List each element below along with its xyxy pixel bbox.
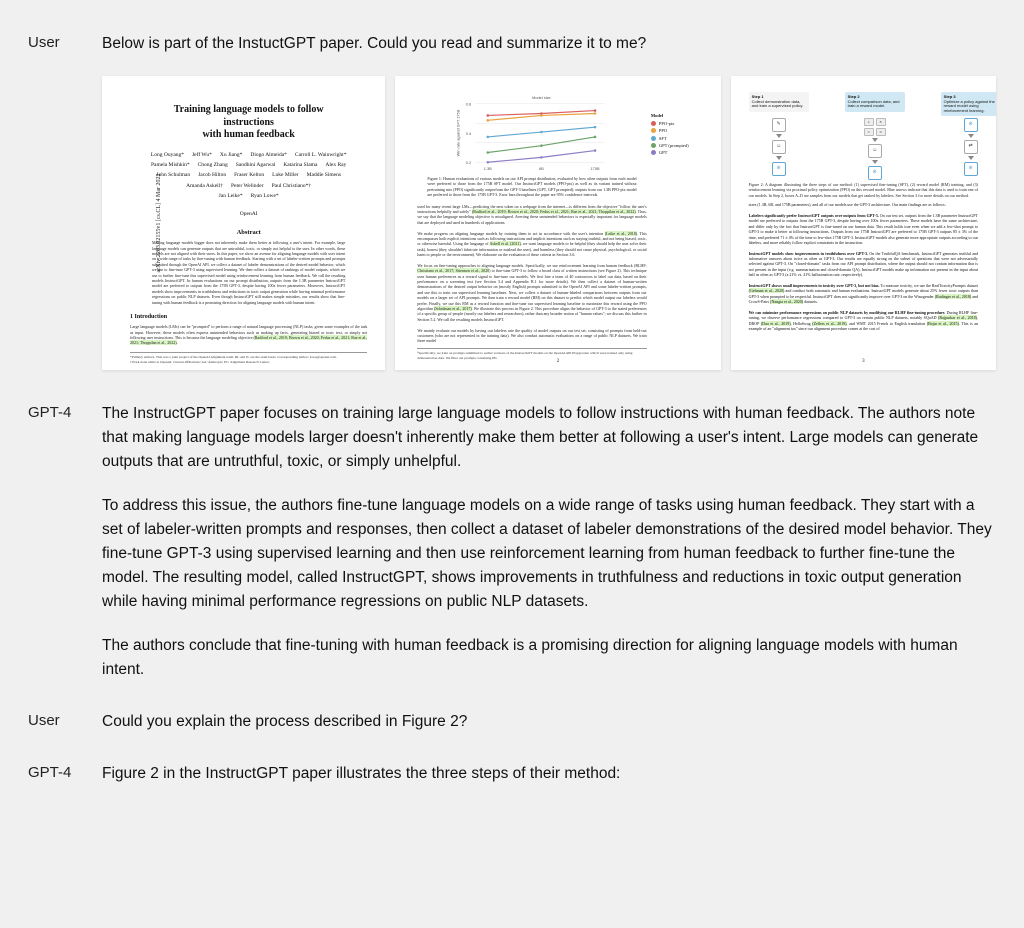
paper-authors: Long Ouyang*Jeff Wu*Xu Jiang*Diogo Almei… — [136, 150, 361, 202]
step-1-body: ✎ ☺ ⊛ — [749, 116, 809, 178]
sample-c-icon: C — [864, 128, 874, 136]
speaker-label-assistant: GPT-4 — [28, 762, 102, 781]
speaker-label-assistant: GPT-4 — [28, 402, 102, 421]
arxiv-tag: arXiv:2203.02155v1 [cs.CL] 4 Mar 2022 — [155, 174, 164, 273]
user-message: Could you explain the process described … — [102, 710, 996, 734]
step-3-head: Step 3Optimize a policy against the rewa… — [941, 92, 996, 116]
arrow-down-icon — [968, 156, 974, 160]
paper-page-2[interactable]: 0.6 0.4 0.2 1.3B 6B 175B Model size Win … — [395, 76, 720, 370]
svg-text:175B: 175B — [591, 166, 600, 171]
arrow-down-icon — [968, 134, 974, 138]
speaker-label-user: User — [28, 710, 102, 729]
sft-model-icon: ⊛ — [772, 162, 786, 176]
arrow-down-icon — [872, 138, 878, 142]
rm-model-icon: ⊛ — [868, 166, 882, 180]
sample-a-icon: A — [864, 118, 874, 126]
svg-text:0.6: 0.6 — [466, 102, 471, 107]
paper-affiliation: OpenAI — [130, 210, 367, 219]
turn-content: Figure 2 in the InstructGPT paper illust… — [102, 762, 996, 786]
line-chart-svg: 0.6 0.4 0.2 1.3B 6B 175B Model size Win … — [427, 94, 636, 172]
figure-1-caption: Figure 1: Human evaluations of various m… — [427, 176, 636, 198]
svg-text:6B: 6B — [539, 166, 544, 171]
output-icon: ⇄ — [964, 140, 978, 154]
step-1-head: Step 1Collect demonstration data, and tr… — [749, 92, 809, 112]
labeler-icon: ☺ — [772, 140, 786, 154]
page2-body: used for many recent large LMs—predictin… — [417, 204, 646, 344]
page3-body: sizes (1.3B, 6B, and 175B parameters), a… — [749, 202, 978, 331]
assistant-paragraph: Figure 2 in the InstructGPT paper illust… — [102, 762, 996, 786]
arrow-down-icon — [776, 134, 782, 138]
figure-2-diagram: Step 1Collect demonstration data, and tr… — [747, 92, 980, 178]
abstract-heading: Abstract — [130, 228, 367, 238]
speaker-label-user: User — [28, 32, 102, 51]
paper-page-3[interactable]: Step 1Collect demonstration data, and tr… — [731, 76, 996, 370]
rm-score-icon: ⊛ — [964, 162, 978, 176]
footnote: *Primary authors. This was a joint proje… — [130, 352, 367, 366]
turn-user-1: User Below is part of the InstuctGPT pap… — [28, 32, 996, 374]
paper-title: Training language models to follow instr… — [149, 104, 349, 142]
turn-assistant-1: GPT-4 The InstructGPT paper focuses on t… — [28, 402, 996, 682]
step-3-body: ⊛ ⇄ ⊛ — [941, 116, 996, 178]
arrow-down-icon — [872, 160, 878, 164]
svg-text:0.4: 0.4 — [466, 131, 472, 136]
figure-2-caption: Figure 2: A diagram illustrating the thr… — [749, 182, 978, 198]
turn-content: Could you explain the process described … — [102, 710, 996, 734]
turn-content: The InstructGPT paper focuses on trainin… — [102, 402, 996, 682]
step-2-body: A B C D ☺ ⊛ — [845, 116, 905, 182]
arrow-down-icon — [776, 156, 782, 160]
section-heading: 1 Introduction — [130, 313, 367, 322]
conversation: User Below is part of the InstuctGPT pap… — [0, 32, 1024, 786]
labeler-icon: ☺ — [868, 144, 882, 158]
intro-body: Large language models (LMs) can be "prom… — [130, 324, 367, 346]
abstract-body: Making language models bigger does not i… — [152, 240, 345, 305]
svg-text:0.2: 0.2 — [466, 160, 471, 165]
turn-user-2: User Could you explain the process descr… — [28, 710, 996, 734]
paper-page-1[interactable]: arXiv:2203.02155v1 [cs.CL] 4 Mar 2022 Tr… — [102, 76, 385, 370]
assistant-paragraph: The authors conclude that fine-tuning wi… — [102, 634, 996, 682]
turn-assistant-2: GPT-4 Figure 2 in the InstructGPT paper … — [28, 762, 996, 786]
page-number: 3 — [731, 358, 996, 366]
step-2-head: Step 2Collect comparison data, and train… — [845, 92, 905, 112]
ppo-model-icon: ⊛ — [964, 118, 978, 132]
paper-pages-strip: arXiv:2203.02155v1 [cs.CL] 4 Mar 2022 Tr… — [102, 76, 996, 370]
turn-content: Below is part of the InstuctGPT paper. C… — [102, 32, 996, 374]
svg-text:Model size: Model size — [532, 95, 551, 100]
assistant-paragraph: The InstructGPT paper focuses on trainin… — [102, 402, 996, 474]
svg-text:1.3B: 1.3B — [484, 166, 492, 171]
assistant-paragraph: To address this issue, the authors fine-… — [102, 494, 996, 614]
chart-legend: Model PPO-ptx PPO SFT GPT (prompted) GPT — [651, 112, 689, 156]
sample-b-icon: B — [876, 118, 886, 126]
sample-d-icon: D — [876, 128, 886, 136]
user-message: Below is part of the InstuctGPT paper. C… — [102, 32, 996, 56]
svg-text:Win rate against SFT 175B: Win rate against SFT 175B — [456, 109, 461, 156]
figure-1-chart: 0.6 0.4 0.2 1.3B 6B 175B Model size Win … — [427, 94, 636, 172]
prompt-icon: ✎ — [772, 118, 786, 132]
page-number: 2 — [395, 358, 720, 366]
